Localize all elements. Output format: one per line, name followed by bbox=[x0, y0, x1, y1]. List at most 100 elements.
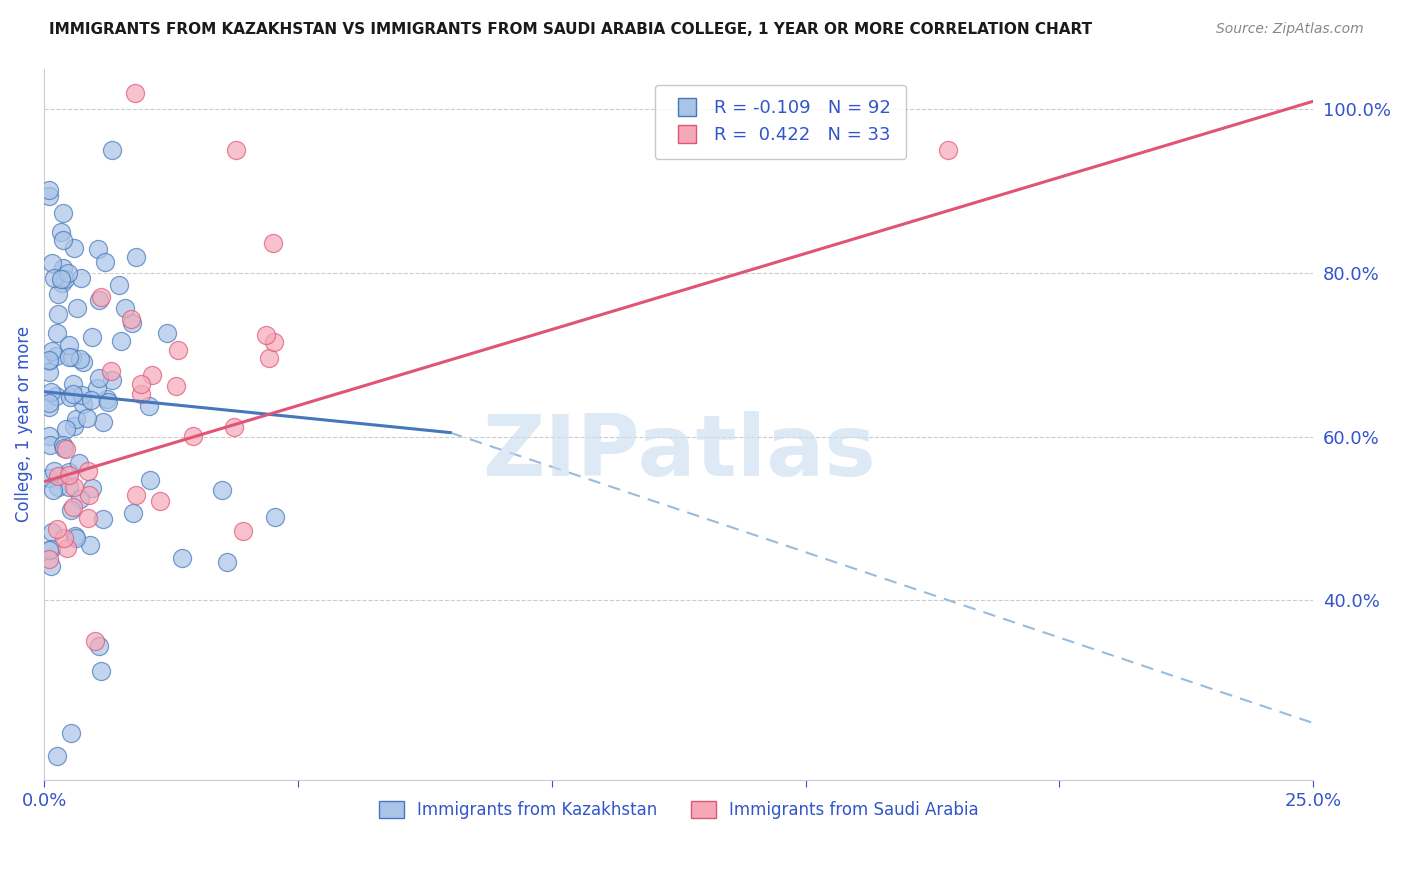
Point bbox=[41, 525, 63, 540]
Point bbox=[44, 271, 66, 285]
Point bbox=[62, 386, 84, 401]
Point bbox=[170, 551, 193, 566]
Point bbox=[80, 482, 103, 496]
Point bbox=[167, 343, 190, 357]
Point bbox=[110, 334, 132, 349]
Point bbox=[262, 235, 284, 250]
Point bbox=[45, 522, 67, 536]
Point bbox=[51, 225, 73, 239]
Point bbox=[45, 388, 67, 402]
Point bbox=[79, 538, 101, 552]
Point bbox=[156, 326, 179, 340]
Point bbox=[60, 503, 83, 517]
Point bbox=[69, 492, 91, 507]
Point bbox=[125, 488, 148, 502]
Point bbox=[65, 531, 87, 545]
Point bbox=[232, 524, 254, 539]
Point bbox=[46, 480, 69, 494]
Point bbox=[70, 270, 93, 285]
Point bbox=[141, 368, 163, 382]
Point bbox=[77, 488, 100, 502]
Point bbox=[52, 206, 75, 220]
Point bbox=[76, 410, 98, 425]
Point bbox=[66, 301, 89, 315]
Point bbox=[139, 473, 162, 487]
Point bbox=[90, 289, 112, 303]
Point bbox=[96, 392, 118, 407]
Point bbox=[48, 469, 70, 483]
Point bbox=[56, 266, 79, 280]
Point bbox=[51, 276, 73, 290]
Y-axis label: College, 1 year or more: College, 1 year or more bbox=[15, 326, 32, 523]
Point bbox=[77, 464, 100, 478]
Point bbox=[91, 512, 114, 526]
Point bbox=[42, 483, 65, 497]
Point bbox=[87, 639, 110, 653]
Point bbox=[62, 500, 84, 514]
Point bbox=[87, 242, 110, 256]
Point bbox=[38, 542, 60, 557]
Point bbox=[107, 278, 129, 293]
Point bbox=[41, 384, 63, 399]
Text: Source: ZipAtlas.com: Source: ZipAtlas.com bbox=[1216, 22, 1364, 37]
Point bbox=[60, 350, 83, 364]
Point bbox=[38, 183, 60, 197]
Point bbox=[46, 748, 69, 763]
Point bbox=[131, 377, 153, 392]
Point bbox=[80, 393, 103, 408]
Point bbox=[72, 355, 94, 369]
Point bbox=[58, 465, 80, 479]
Point bbox=[72, 397, 94, 411]
Point bbox=[100, 364, 122, 378]
Point bbox=[38, 353, 60, 368]
Point bbox=[58, 338, 80, 352]
Point bbox=[41, 256, 63, 270]
Point bbox=[138, 399, 160, 413]
Point bbox=[93, 415, 115, 429]
Point bbox=[55, 422, 77, 436]
Point bbox=[52, 233, 75, 247]
Point bbox=[38, 400, 60, 414]
Point bbox=[215, 555, 238, 569]
Point bbox=[84, 634, 107, 648]
Point bbox=[124, 86, 146, 100]
Point bbox=[39, 558, 62, 573]
Point bbox=[70, 388, 93, 402]
Point bbox=[52, 438, 75, 452]
Point bbox=[222, 420, 245, 434]
Point bbox=[67, 456, 90, 470]
Point bbox=[129, 387, 152, 401]
Point bbox=[257, 351, 280, 365]
Point bbox=[63, 240, 86, 254]
Point bbox=[38, 353, 60, 368]
Point bbox=[86, 381, 108, 395]
Point bbox=[53, 272, 76, 286]
Point bbox=[45, 349, 67, 363]
Point bbox=[101, 144, 124, 158]
Point bbox=[264, 509, 287, 524]
Text: IMMIGRANTS FROM KAZAKHSTAN VS IMMIGRANTS FROM SAUDI ARABIA COLLEGE, 1 YEAR OR MO: IMMIGRANTS FROM KAZAKHSTAN VS IMMIGRANTS… bbox=[49, 22, 1092, 37]
Point bbox=[211, 483, 233, 497]
Point bbox=[59, 726, 82, 740]
Point bbox=[165, 379, 187, 393]
Point bbox=[114, 301, 136, 315]
Point bbox=[39, 541, 62, 556]
Point bbox=[51, 272, 73, 286]
Point bbox=[63, 528, 86, 542]
Point bbox=[38, 470, 60, 484]
Point bbox=[51, 260, 73, 275]
Point bbox=[97, 395, 120, 409]
Point bbox=[46, 307, 69, 321]
Point bbox=[58, 480, 80, 494]
Point bbox=[181, 429, 204, 443]
Point bbox=[58, 467, 80, 482]
Point bbox=[80, 330, 103, 344]
Legend: Immigrants from Kazakhstan, Immigrants from Saudi Arabia: Immigrants from Kazakhstan, Immigrants f… bbox=[373, 794, 986, 825]
Point bbox=[58, 350, 80, 364]
Point bbox=[936, 144, 959, 158]
Point bbox=[56, 541, 79, 556]
Point bbox=[121, 317, 143, 331]
Point bbox=[93, 255, 115, 269]
Point bbox=[52, 441, 75, 455]
Point bbox=[62, 419, 84, 434]
